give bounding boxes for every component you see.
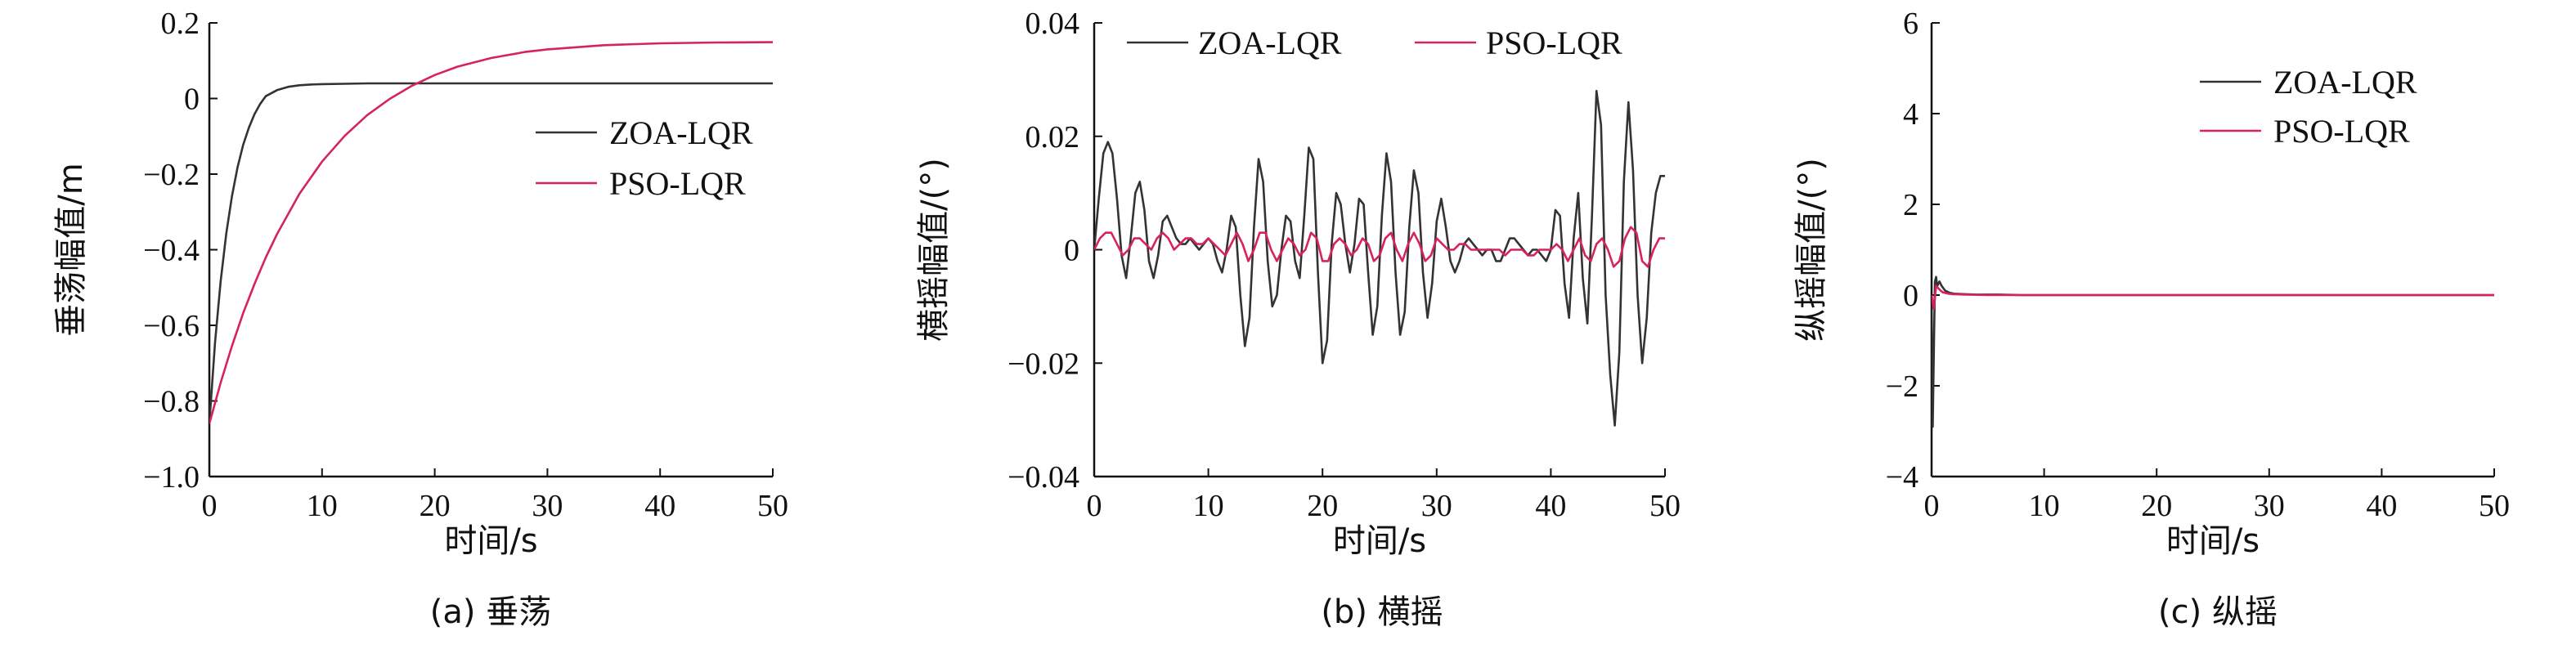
chart-panel-2: 0 10 20 30 40 50 −0.04 −0.02 0 0.02 0.04 时间/s 横摇幅值/(… xyxy=(915,7,1681,631)
y-tick-label: 0 xyxy=(184,83,200,117)
legend-label-zoa-lqr: ZOA-LQR xyxy=(1198,25,1342,61)
y-axis-label: 纵摇幅值/(°) xyxy=(1793,158,1830,342)
x-tick-label: 50 xyxy=(757,489,788,523)
series-line-pso-lqr xyxy=(1094,226,1665,268)
series-line-zoa-lqr xyxy=(1932,275,2494,428)
series-line-pso-lqr xyxy=(209,41,773,424)
x-tick-label: 30 xyxy=(1421,489,1452,523)
chart-panel-3: 0 10 20 30 40 50 −4 −2 0 2 4 6 时间/s 纵摇幅值/(°) (c) 纵摇 ZOA… xyxy=(1793,7,2510,631)
series-line-zoa-lqr xyxy=(1094,89,1665,427)
legend-label-pso-lqr: PSO-LQR xyxy=(609,165,746,202)
x-tick-label: 40 xyxy=(644,489,675,523)
y-tick-label: −0.04 xyxy=(1008,460,1079,495)
series-line-zoa-lqr xyxy=(209,82,773,424)
x-tick-label: 20 xyxy=(2141,489,2172,523)
x-axis-label: 时间/s xyxy=(2166,522,2260,560)
x-tick-label: 30 xyxy=(2254,489,2285,523)
chart-panel-1: 0 10 20 30 40 50 −1.0 −0.8 −0.6 −0.4 −0.2 0 0.2 时间/s 垂… xyxy=(52,7,788,631)
y-tick-label: 6 xyxy=(1903,7,1919,41)
x-tick-label: 30 xyxy=(532,489,563,523)
series-line-pso-lqr xyxy=(1932,284,2494,310)
x-axis-label: 时间/s xyxy=(1333,522,1426,560)
x-tick-label: 10 xyxy=(307,489,338,523)
x-tick-label: 50 xyxy=(2479,489,2510,523)
x-tick-label: 20 xyxy=(1307,489,1338,523)
y-tick-label: −4 xyxy=(1886,460,1919,495)
x-tick-label: 0 xyxy=(1087,489,1102,523)
legend-label-zoa-lqr: ZOA-LQR xyxy=(609,114,753,151)
y-tick-label: −1.0 xyxy=(143,460,200,495)
y-tick-label: −0.8 xyxy=(143,385,200,419)
y-tick-label: −2 xyxy=(1886,369,1919,404)
y-tick-label: 0 xyxy=(1903,279,1919,313)
x-tick-label: 10 xyxy=(1193,489,1224,523)
y-axis-label: 垂荡幅值/m xyxy=(52,163,90,336)
panel-caption: (a) 垂荡 xyxy=(430,593,551,631)
y-tick-label: −0.4 xyxy=(143,234,200,268)
y-tick-label: 4 xyxy=(1903,97,1919,132)
panel-caption: (b) 横摇 xyxy=(1321,593,1443,631)
panel-caption: (c) 纵摇 xyxy=(2158,593,2278,631)
x-axis-label: 时间/s xyxy=(444,522,537,560)
x-tick-label: 20 xyxy=(420,489,451,523)
x-tick-label: 50 xyxy=(1649,489,1681,523)
y-axis-label: 横摇幅值/(°) xyxy=(915,158,953,342)
x-tick-label: 10 xyxy=(2029,489,2060,523)
legend-label-pso-lqr: PSO-LQR xyxy=(2273,113,2410,150)
y-tick-label: 2 xyxy=(1903,188,1919,222)
legend-label-pso-lqr: PSO-LQR xyxy=(1486,25,1622,61)
y-tick-label: 0.02 xyxy=(1025,120,1080,154)
x-tick-label: 40 xyxy=(1535,489,1566,523)
y-tick-label: −0.6 xyxy=(143,309,200,343)
y-tick-label: 0.2 xyxy=(161,7,200,41)
legend-label-zoa-lqr: ZOA-LQR xyxy=(2273,64,2417,101)
x-tick-label: 0 xyxy=(1924,489,1940,523)
x-tick-label: 0 xyxy=(202,489,218,523)
y-tick-label: 0.04 xyxy=(1025,7,1080,41)
y-tick-label: 0 xyxy=(1064,234,1079,268)
x-tick-label: 40 xyxy=(2366,489,2397,523)
y-tick-label: −0.2 xyxy=(143,158,200,192)
y-tick-label: −0.02 xyxy=(1008,347,1079,381)
